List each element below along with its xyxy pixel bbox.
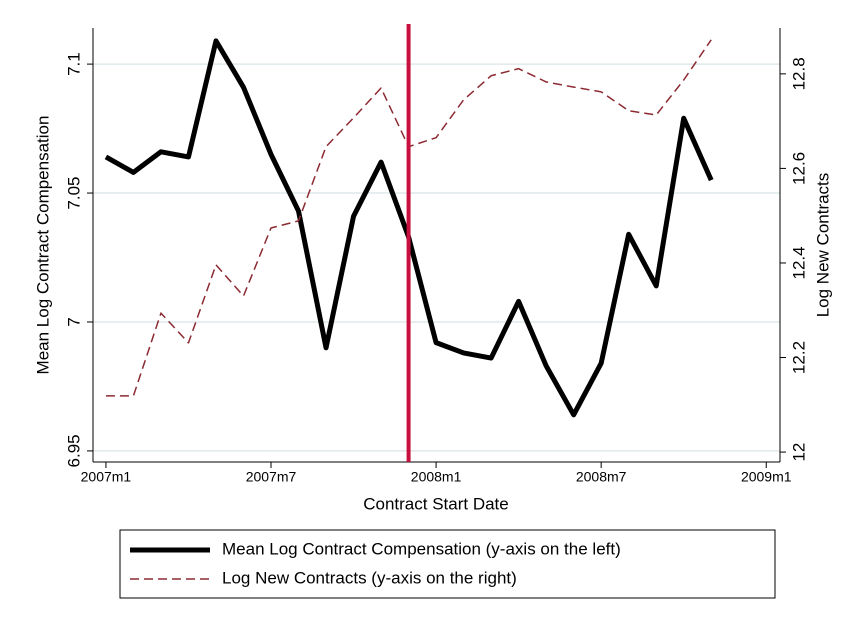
legend-label: Log New Contracts (y-axis on the right) [222, 568, 517, 587]
y-axis-title: Mean Log Contract Compensation [33, 116, 52, 375]
x-tick-label: 2008m1 [411, 469, 462, 485]
y2-tick-label: 12.2 [789, 341, 808, 374]
x-axis-title: Contract Start Date [363, 494, 509, 513]
y2-tick-label: 12 [789, 443, 808, 462]
x-tick-label: 2008m7 [576, 469, 627, 485]
plot-area [93, 28, 780, 462]
y2-axis-title: Log New Contracts [813, 173, 832, 318]
x-tick-label: 2007m1 [81, 469, 132, 485]
y-tick-label: 7.1 [64, 52, 83, 76]
legend-label: Mean Log Contract Compensation (y-axis o… [222, 539, 621, 558]
y-tick-label: 7.05 [64, 176, 83, 209]
y-tick-label: 7 [64, 317, 83, 326]
y2-tick-label: 12.8 [789, 57, 808, 90]
x-tick-label: 2009m1 [741, 469, 792, 485]
legend-box [119, 529, 776, 599]
y2-tick-label: 12.4 [789, 246, 808, 279]
x-tick-label: 2007m7 [246, 469, 297, 485]
y2-tick-label: 12.6 [789, 152, 808, 185]
y-tick-label: 6.95 [64, 434, 83, 467]
